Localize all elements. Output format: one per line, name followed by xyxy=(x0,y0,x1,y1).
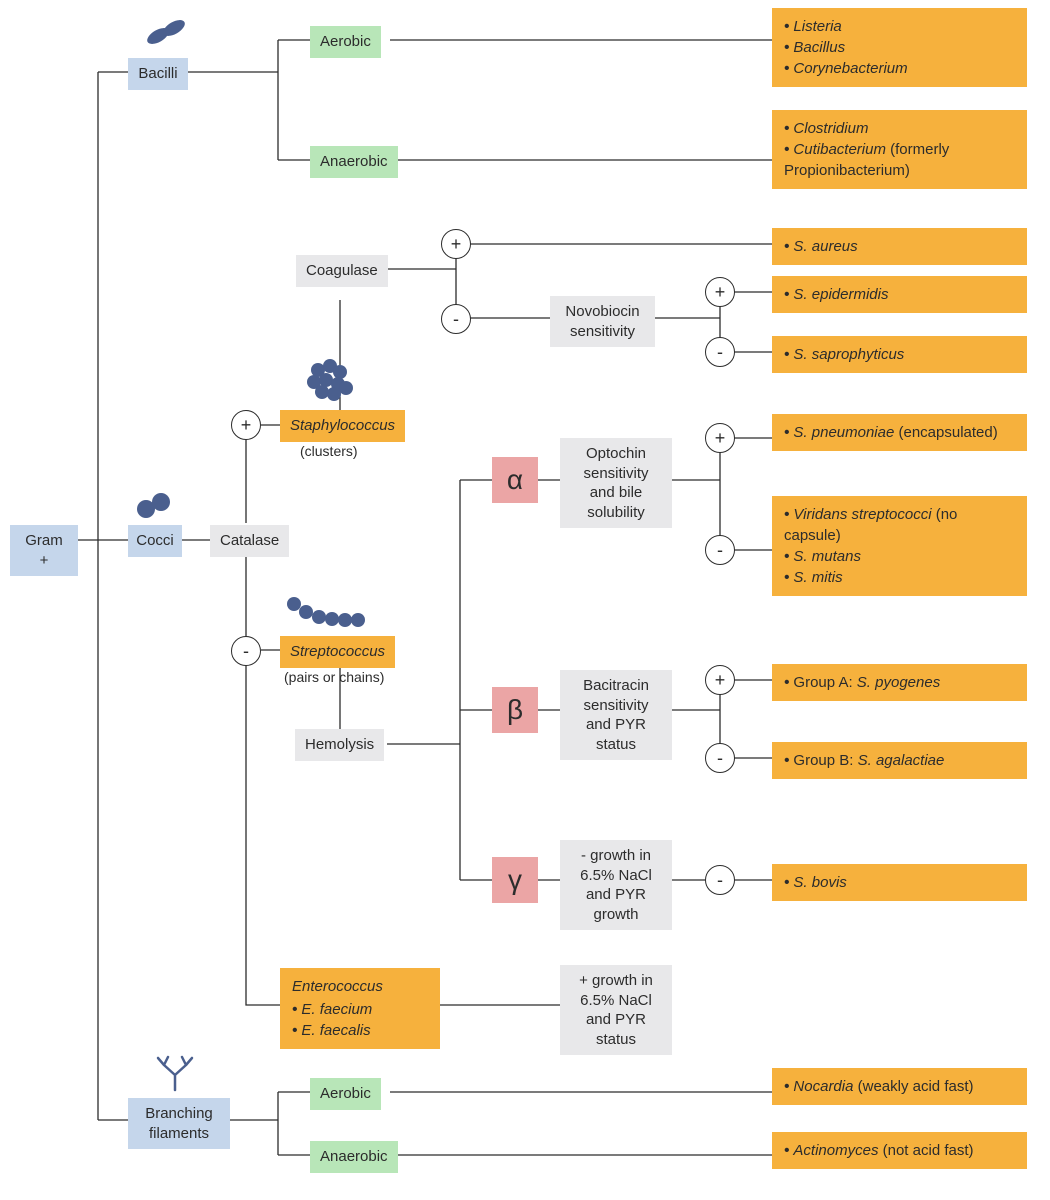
result-viridans: Viridans streptococci (no capsule) S. mu… xyxy=(772,496,1027,596)
coagulase-plus: + xyxy=(441,229,471,259)
node-streptococcus: Streptococcus xyxy=(280,636,395,668)
result-s-pneumoniae: S. pneumoniae (encapsulated) xyxy=(772,414,1027,451)
node-beta: β xyxy=(492,687,538,733)
node-nacl-pos: + growth in 6.5% NaCl and PYR status xyxy=(560,965,672,1055)
node-bacilli: Bacilli xyxy=(128,58,188,90)
node-nacl-neg: - growth in 6.5% NaCl and PYR growth xyxy=(560,840,672,930)
node-enterococcus: Enterococcus E. faecium E. faecalis xyxy=(280,968,440,1049)
node-gamma: γ xyxy=(492,857,538,903)
nacl-minus: - xyxy=(705,865,735,895)
optochin-plus: + xyxy=(705,423,735,453)
node-staphylococcus: Staphylococcus xyxy=(280,410,405,442)
node-branching-aerobic: Aerobic xyxy=(310,1078,381,1110)
result-s-aureus: S. aureus xyxy=(772,228,1027,265)
branching-icon xyxy=(150,1055,200,1095)
node-hemolysis: Hemolysis xyxy=(295,729,384,761)
result-s-epidermidis: S. epidermidis xyxy=(772,276,1027,313)
cocci-icon xyxy=(135,492,175,520)
result-s-saprophyticus: S. saprophyticus xyxy=(772,336,1027,373)
result-pyogenes: Group A: S. pyogenes xyxy=(772,664,1027,701)
node-coagulase: Coagulase xyxy=(296,255,388,287)
node-optochin: Optochin sensitivity and bile solubility xyxy=(560,438,672,528)
chains-icon xyxy=(284,592,374,632)
node-novobiocin: Novobiocin sensitivity xyxy=(550,296,655,347)
result-actinomyces: Actinomyces (not acid fast) xyxy=(772,1132,1027,1169)
novobiocin-minus: - xyxy=(705,337,735,367)
bacilli-icon xyxy=(140,18,190,48)
staph-subtitle: (clusters) xyxy=(300,443,358,459)
node-bacitracin: Bacitracin sensitivity and PYR status xyxy=(560,670,672,760)
result-agalactiae: Group B: S. agalactiae xyxy=(772,742,1027,779)
node-cocci: Cocci xyxy=(128,525,182,557)
node-alpha: α xyxy=(492,457,538,503)
clusters-icon xyxy=(300,356,360,406)
node-bacilli-aerobic: Aerobic xyxy=(310,26,381,58)
result-nocardia: Nocardia (weakly acid fast) xyxy=(772,1068,1027,1105)
bacitracin-plus: + xyxy=(705,665,735,695)
strep-subtitle: (pairs or chains) xyxy=(284,669,384,685)
catalase-plus: + xyxy=(231,410,261,440)
node-branching-anaerobic: Anaerobic xyxy=(310,1141,398,1173)
node-branching: Branching filaments xyxy=(128,1098,230,1149)
result-bacilli-anaerobic: Clostridium Cutibacterium (formerly Prop… xyxy=(772,110,1027,189)
root-gram-positive: Gram + xyxy=(10,525,78,576)
result-s-bovis: S. bovis xyxy=(772,864,1027,901)
node-bacilli-anaerobic: Anaerobic xyxy=(310,146,398,178)
result-bacilli-aerobic: Listeria Bacillus Corynebacterium xyxy=(772,8,1027,87)
novobiocin-plus: + xyxy=(705,277,735,307)
bacitracin-minus: - xyxy=(705,743,735,773)
optochin-minus: - xyxy=(705,535,735,565)
node-catalase: Catalase xyxy=(210,525,289,557)
coagulase-minus: - xyxy=(441,304,471,334)
catalase-minus: - xyxy=(231,636,261,666)
